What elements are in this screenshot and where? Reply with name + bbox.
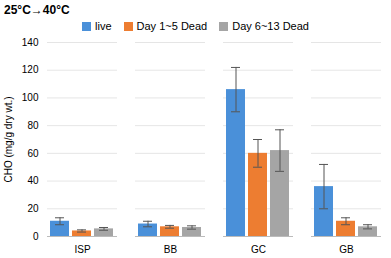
html-text:Day 1~5 Dead: Day 1~5 Dead — [136, 20, 208, 32]
svg-text:20: 20 — [27, 203, 39, 214]
svg-text:100: 100 — [22, 92, 39, 103]
svg-text:80: 80 — [27, 120, 39, 131]
html-text:25°C→40°C: 25°C→40°C — [4, 3, 70, 17]
svg-text:60: 60 — [27, 148, 39, 159]
svg-text:BB: BB — [164, 244, 178, 255]
svg-text:CHO (mg/g dry wt.): CHO (mg/g dry wt.) — [3, 96, 14, 182]
html-text:Day 6~13 Dead: Day 6~13 Dead — [232, 20, 309, 32]
svg-text:GC: GC — [251, 244, 266, 255]
svg-text:140: 140 — [22, 37, 39, 48]
svg-text:0: 0 — [33, 231, 39, 242]
svg-text:40: 40 — [27, 175, 39, 186]
svg-text:120: 120 — [22, 64, 39, 75]
svg-text:GB: GB — [339, 244, 354, 255]
html-text:live: live — [95, 20, 112, 32]
svg-text:ISP: ISP — [74, 244, 90, 255]
